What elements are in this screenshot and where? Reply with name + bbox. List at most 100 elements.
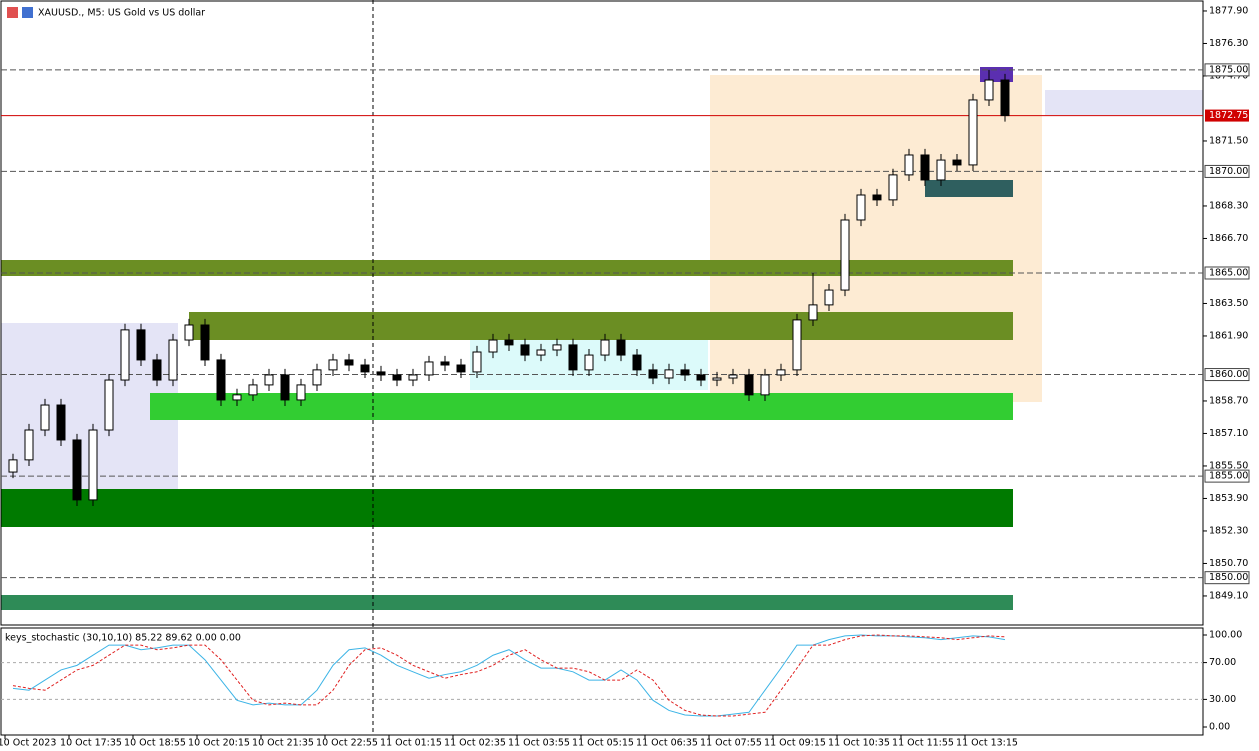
y-tick-label: 0.00 (1209, 721, 1230, 732)
y-tick-label: 1861.90 (1209, 330, 1248, 341)
x-tick-label: 11 Oct 07:55 (700, 738, 762, 749)
candle-body (216, 359, 226, 401)
candle-body (888, 174, 898, 201)
level-box (1204, 164, 1250, 178)
icon (22, 7, 33, 18)
zone (925, 180, 1013, 197)
candle-body (120, 329, 130, 381)
x-tick-label: 11 Oct 11:55 (892, 738, 954, 749)
candle-body (856, 194, 866, 221)
candle-body (520, 344, 530, 356)
candle-body (56, 404, 66, 441)
x-tick-label: 11 Oct 01:15 (380, 738, 442, 749)
candle-body (952, 159, 962, 166)
x-tick-label: 10 Oct 22:55 (316, 738, 378, 749)
level-box (1204, 571, 1250, 585)
level-label: 1860.00 (1209, 369, 1248, 380)
candle-body (776, 369, 786, 376)
candle-body (568, 344, 578, 371)
candle-body (264, 374, 274, 386)
y-tick-label: 1863.50 (1209, 298, 1248, 309)
candle-body (280, 374, 290, 401)
x-tick-label: 10 Oct 20:15 (188, 738, 250, 749)
y-tick-label: 1876.30 (1209, 38, 1248, 49)
candle-body (488, 339, 498, 353)
indicator-title: keys_stochastic (30,10,10) 85.22 89.62 0… (5, 633, 241, 644)
candle-body (552, 344, 562, 351)
level-label: 1865.00 (1209, 267, 1248, 278)
candle-body (344, 359, 354, 366)
level-label: 1850.00 (1209, 572, 1248, 583)
candle-body (472, 351, 482, 373)
candle-body (200, 324, 210, 361)
level-label: 1855.00 (1209, 471, 1248, 482)
y-tick-label: 100.00 (1209, 629, 1242, 640)
x-tick-label: 11 Oct 09:15 (764, 738, 826, 749)
y-tick-label: 1857.10 (1209, 428, 1248, 439)
candle-body (936, 159, 946, 181)
x-tick-label: 11 Oct 13:15 (956, 738, 1018, 749)
zone (1, 489, 1013, 527)
level-box (1204, 63, 1250, 77)
candle-body (840, 219, 850, 291)
candle-body (40, 404, 50, 431)
candle-body (696, 374, 706, 381)
x-tick-label: 11 Oct 03:55 (508, 738, 570, 749)
candle-body (632, 354, 642, 371)
candle-body (8, 459, 18, 473)
candle-body (792, 319, 802, 371)
stoch-line (12, 634, 1006, 717)
y-tick-label: 1849.10 (1209, 590, 1248, 601)
candle-body (680, 369, 690, 376)
candle-body (136, 329, 146, 361)
candle-body (648, 369, 658, 379)
level-label: 1870.00 (1209, 166, 1248, 177)
level-label: 1875.00 (1209, 64, 1248, 75)
candle-body (168, 339, 178, 381)
price-label: 1872.75 (1209, 110, 1248, 121)
x-tick-label: 10 Oct 21:35 (252, 738, 314, 749)
candle-body (904, 154, 914, 176)
stoch-frame (0, 627, 1204, 736)
candle-body (296, 384, 306, 401)
candle-body (88, 429, 98, 501)
candle-body (360, 364, 370, 373)
y-tick-label: 70.00 (1209, 657, 1236, 668)
candle-body (824, 289, 834, 306)
candle-body (744, 374, 754, 396)
x-tick-label: 10 Oct 2023 (0, 738, 56, 749)
candle-body (328, 359, 338, 371)
candle-body (872, 194, 882, 201)
stoch-line (12, 634, 1006, 717)
y-tick-label: 1866.70 (1209, 233, 1248, 244)
candle-body (72, 439, 82, 501)
y-tick-label: 1855.50 (1209, 460, 1248, 471)
candle-body (408, 374, 418, 381)
candle-body (232, 394, 242, 401)
main-frame (0, 0, 1204, 626)
candle-body (584, 354, 594, 371)
x-tick-label: 10 Oct 18:55 (124, 738, 186, 749)
candle-body (920, 154, 930, 181)
candle-body (456, 364, 466, 373)
candle-body (184, 324, 194, 341)
y-tick-label: 1858.70 (1209, 395, 1248, 406)
candle-body (312, 369, 322, 386)
zone (150, 393, 1013, 420)
price-box (1205, 109, 1249, 122)
candle-body (760, 374, 770, 396)
zone (1045, 90, 1203, 115)
icon (7, 7, 18, 18)
candle-body (392, 374, 402, 381)
candle-body (664, 369, 674, 379)
y-tick-label: 1853.90 (1209, 493, 1248, 504)
candle-body (104, 379, 114, 431)
candle-body (968, 99, 978, 166)
candle-body (440, 361, 450, 366)
zone (710, 75, 1042, 402)
x-tick-label: 11 Oct 02:35 (444, 738, 506, 749)
candle-body (728, 374, 738, 379)
candle-body (152, 359, 162, 381)
